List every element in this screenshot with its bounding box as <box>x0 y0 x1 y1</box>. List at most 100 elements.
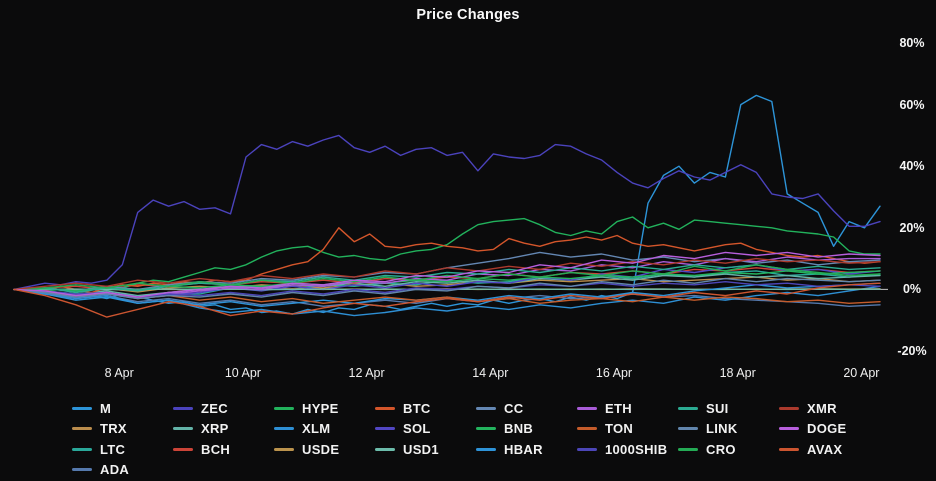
legend-label: DOGE <box>807 421 847 437</box>
legend-item-XRP: XRP <box>173 421 274 437</box>
x-tick-12-Apr: 12 Apr <box>348 366 385 380</box>
legend-swatch-XLM <box>274 427 294 431</box>
legend-swatch-USDE <box>274 447 294 451</box>
legend-item-SUI: SUI <box>678 400 779 416</box>
legend-label: ZEC <box>201 400 228 416</box>
legend-item-TRX: TRX <box>72 421 173 437</box>
legend-swatch-LTC <box>72 447 92 451</box>
legend-swatch-BTC <box>375 406 395 410</box>
legend-swatch-ZEC <box>173 406 193 410</box>
x-tick-18-Apr: 18 Apr <box>719 366 756 380</box>
legend-swatch-DOGE <box>779 427 799 431</box>
legend-label: CC <box>504 400 524 416</box>
legend-swatch-LINK <box>678 427 698 431</box>
legend-label: XRP <box>201 421 229 437</box>
legend-item-SOL: SOL <box>375 421 476 437</box>
series-line-CRO <box>13 264 881 291</box>
legend-column: ETH TON 1000SHIB <box>577 401 678 481</box>
legend-item-LINK: LINK <box>678 421 779 437</box>
legend-column: M TRX LTC ADA <box>72 401 173 481</box>
legend-column: BTC SOL USD1 <box>375 401 476 481</box>
legend-item-XLM: XLM <box>274 421 375 437</box>
legend-swatch-BNB <box>476 427 496 431</box>
x-tick-20-Apr: 20 Apr <box>843 366 880 380</box>
series-line-1000SHIB <box>13 281 881 298</box>
x-tick-10-Apr: 10 Apr <box>224 366 261 380</box>
legend-label: BTC <box>403 400 431 416</box>
legend-label: XLM <box>302 421 331 437</box>
legend-item-1000SHIB: 1000SHIB <box>577 441 678 457</box>
legend-label: BNB <box>504 421 534 437</box>
legend: M TRX LTC ADA ZEC XRP BCH HYPE XLM USDE BTC SOL USD1… <box>72 401 880 481</box>
legend-item-HYPE: HYPE <box>274 400 375 416</box>
legend-item-BNB: BNB <box>476 421 577 437</box>
series-line-AVAX <box>13 282 881 318</box>
series-line-HYPE <box>13 216 881 294</box>
legend-swatch-M <box>72 406 92 410</box>
legend-swatch-AVAX <box>779 447 799 451</box>
legend-item-ZEC: ZEC <box>173 400 274 416</box>
legend-column: ZEC XRP BCH <box>173 401 274 481</box>
y-tick-80%: 80% <box>899 36 925 50</box>
legend-swatch-SUI <box>678 406 698 410</box>
legend-swatch-CC <box>476 406 496 410</box>
legend-column: HYPE XLM USDE <box>274 401 375 481</box>
legend-label: LTC <box>100 441 126 457</box>
legend-label: SUI <box>706 400 729 416</box>
legend-item-HBAR: HBAR <box>476 441 577 457</box>
legend-item-BCH: BCH <box>173 442 274 457</box>
y-tick-60%: 60% <box>899 97 925 112</box>
legend-label: ETH <box>605 400 632 416</box>
legend-item-XMR: XMR <box>779 400 880 416</box>
series-line-BTC <box>13 227 881 294</box>
series-line-ZEC <box>13 134 881 291</box>
legend-label: HBAR <box>504 441 543 457</box>
legend-label: TRX <box>100 421 127 437</box>
legend-swatch-1000SHIB <box>577 447 597 451</box>
legend-label: HYPE <box>302 400 339 416</box>
legend-item-ADA: ADA <box>72 462 173 478</box>
y-tick-40%: 40% <box>899 159 925 174</box>
x-tick-14-Apr: 14 Apr <box>472 366 509 380</box>
legend-swatch-BCH <box>173 447 193 451</box>
legend-item-USDE: USDE <box>274 441 375 457</box>
legend-item-CRO: CRO <box>678 441 779 457</box>
series-line-DOGE <box>13 251 881 298</box>
legend-item-TON: TON <box>577 421 678 437</box>
chart-title: Price Changes <box>416 7 520 23</box>
legend-item-AVAX: AVAX <box>779 441 880 457</box>
legend-item-DOGE: DOGE <box>779 421 880 437</box>
legend-item-USD1: USD1 <box>375 441 476 457</box>
legend-swatch-USD1 <box>375 447 395 451</box>
legend-label: XMR <box>807 400 837 416</box>
legend-label: LINK <box>706 421 738 437</box>
legend-label: USD1 <box>403 441 439 457</box>
y-tick-0%: 0% <box>902 282 922 297</box>
legend-label: AVAX <box>807 441 843 457</box>
legend-label: USDE <box>302 441 340 457</box>
legend-swatch-ADA <box>72 468 92 472</box>
legend-label: CRO <box>706 441 736 457</box>
legend-column: CC BNB HBAR <box>476 401 577 481</box>
legend-swatch-CRO <box>678 447 698 451</box>
legend-swatch-ETH <box>577 406 597 410</box>
legend-column: XMR DOGE AVAX <box>779 401 880 481</box>
y-tick--20%: -20% <box>897 344 927 358</box>
series-line-SUI <box>13 264 881 294</box>
legend-swatch-HBAR <box>476 447 496 451</box>
legend-label: 1000SHIB <box>605 441 668 457</box>
legend-item-CC: CC <box>476 400 577 416</box>
legend-swatch-XRP <box>173 427 193 431</box>
series-line-XMR <box>13 257 881 291</box>
series-line-LINK <box>13 277 881 300</box>
legend-item-BTC: BTC <box>375 400 476 416</box>
legend-label: SOL <box>403 421 431 437</box>
legend-label: TON <box>605 421 634 437</box>
legend-swatch-TON <box>577 427 597 431</box>
legend-item-LTC: LTC <box>72 441 173 457</box>
x-tick-16-Apr: 16 Apr <box>595 366 633 380</box>
legend-label: ADA <box>100 462 130 478</box>
y-tick-20%: 20% <box>899 220 925 235</box>
legend-swatch-SOL <box>375 427 395 431</box>
